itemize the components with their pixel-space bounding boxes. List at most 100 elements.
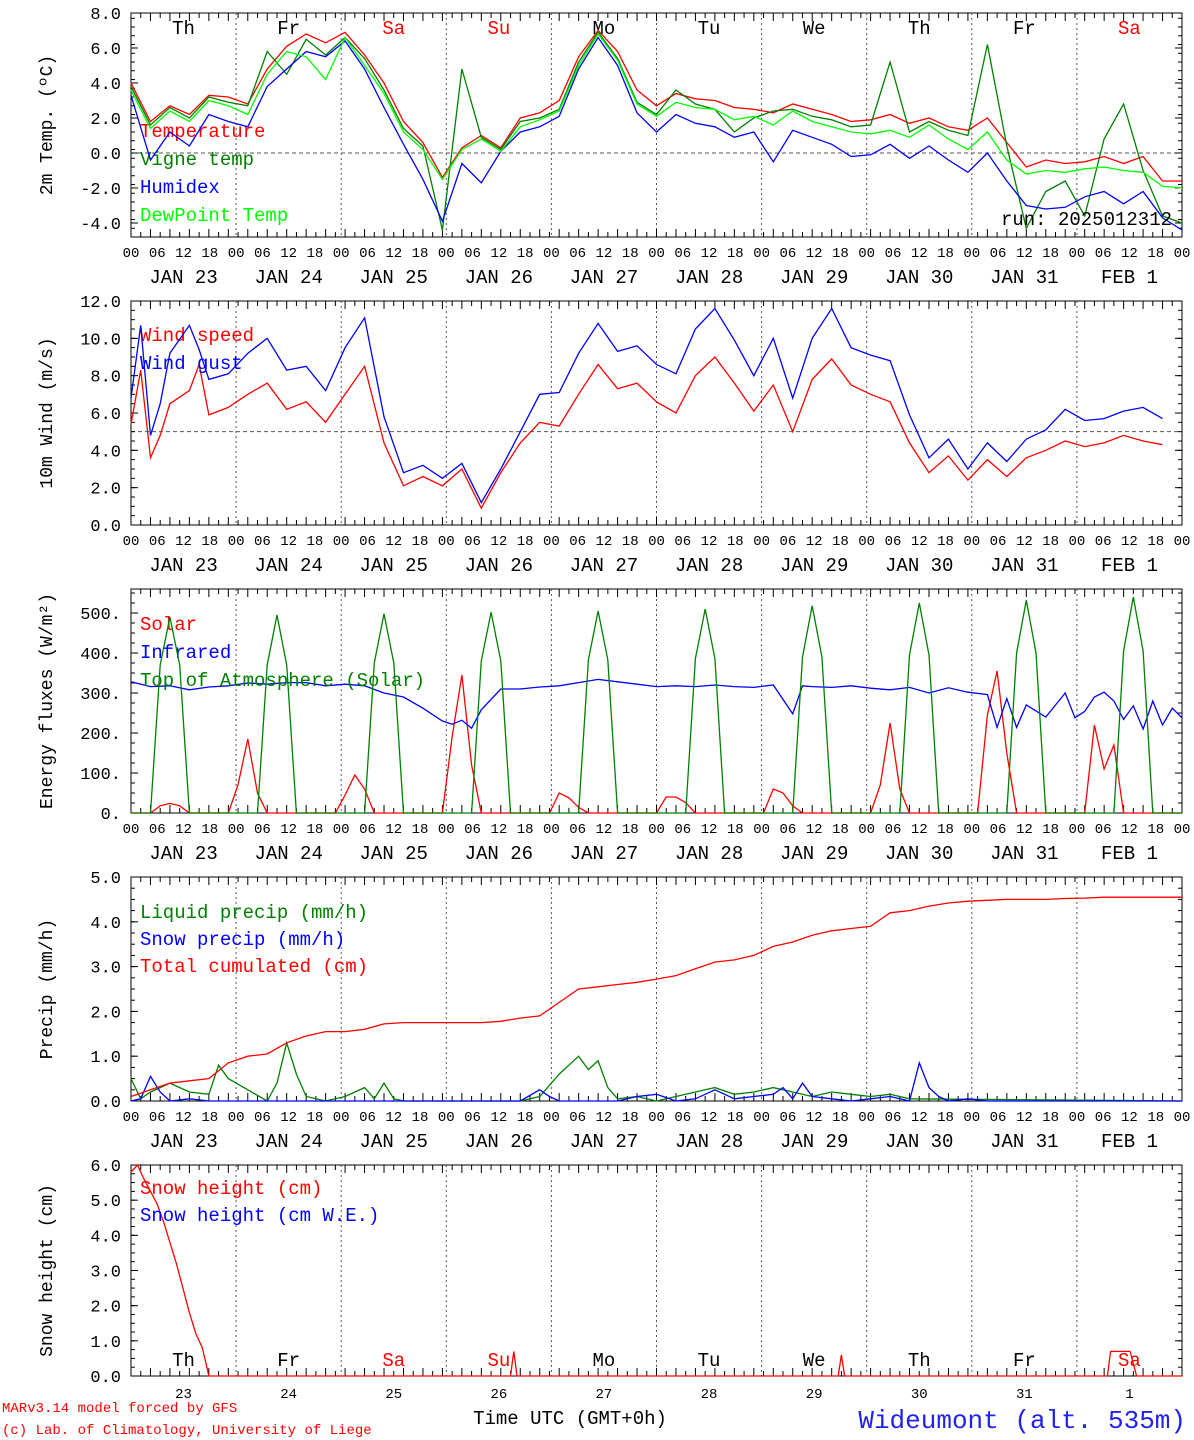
x-tick-label: 06: [990, 1110, 1007, 1126]
x-tick-label: 12: [911, 1110, 928, 1126]
x-tick-label: 00: [333, 246, 350, 262]
y-tick-label: 1.0: [90, 1049, 121, 1068]
x-tick-label: 18: [727, 1110, 744, 1126]
x-tick-label: 06: [569, 822, 586, 838]
x-tick-label: 06: [779, 246, 796, 262]
date-label: JAN 23: [149, 555, 217, 577]
x-tick-label: 18: [727, 246, 744, 262]
y-tick-label: 0.: [101, 806, 121, 825]
day-number-label: 31: [1016, 1387, 1033, 1403]
x-tick-label: 00: [438, 822, 455, 838]
legend-entry: Top of Atmosphere (Solar): [140, 670, 425, 692]
x-tick-label: 00: [1174, 246, 1191, 262]
series-line-wind-gust: [130, 307, 1163, 504]
legend-entry: Snow height (cm W.E.): [140, 1205, 379, 1227]
weekday-label: Th: [172, 18, 195, 40]
x-tick-label: 12: [175, 534, 192, 550]
date-label: JAN 28: [675, 555, 743, 577]
x-tick-label: 00: [963, 822, 980, 838]
x-tick-label: 06: [674, 1110, 691, 1126]
panel-precip: 5.0 4.0 3.0 2.0 1.0 0.0 Precip (mm/h) Liquid pr…: [38, 870, 1191, 1153]
x-axis-label: Time UTC (GMT+0h): [473, 1408, 667, 1430]
date-label: JAN 26: [465, 267, 533, 289]
x-tick-label: 12: [1121, 1110, 1138, 1126]
x-tick-label: 12: [280, 246, 297, 262]
x-tick-label: 06: [885, 1110, 902, 1126]
weekday-label: Fr: [277, 18, 300, 40]
weekday-label: We: [803, 1350, 826, 1372]
panel-temp: 8.0 6.0 4.0 2.0 0.0 -2.0 -4.0 2m Temp. (ºC) Temp…: [38, 6, 1191, 289]
x-tick-label: 18: [1147, 1110, 1164, 1126]
x-tick-label: 18: [1147, 534, 1164, 550]
x-tick-label: 06: [254, 822, 271, 838]
day-number-label: 24: [280, 1387, 297, 1403]
x-tick-label: 00: [543, 1110, 560, 1126]
day-number-label: 1: [1125, 1387, 1133, 1403]
y-axis-label: Energy fluxes (W/m²): [38, 593, 58, 809]
y-tick-label: 12.0: [80, 294, 121, 313]
date-label: JAN 28: [675, 267, 743, 289]
x-tick-label: 00: [228, 822, 245, 838]
x-tick-label: 12: [701, 1110, 718, 1126]
x-tick-label: 18: [307, 534, 324, 550]
date-label: JAN 27: [570, 1131, 638, 1153]
x-tick-label: 12: [596, 534, 613, 550]
x-tick-label: 00: [228, 246, 245, 262]
x-tick-label: 06: [254, 534, 271, 550]
x-tick-label: 12: [701, 246, 718, 262]
y-tick-label: 4.0: [90, 76, 121, 95]
y-tick-label: 10.0: [80, 331, 121, 350]
x-tick-label: 00: [438, 1110, 455, 1126]
date-label: JAN 26: [465, 1131, 533, 1153]
panel-snow: 6.0 5.0 4.0 3.0 2.0 1.0 0.0 Snow height (cm) Sno…: [38, 1158, 1183, 1430]
date-label: JAN 23: [149, 843, 217, 865]
series-line-snow-precip-mm-h-: [130, 1060, 1182, 1102]
weekday-label: Mo: [593, 18, 616, 40]
x-tick-label: 00: [1174, 822, 1191, 838]
x-tick-label: 00: [543, 246, 560, 262]
x-tick-label: 06: [674, 246, 691, 262]
x-tick-label: 06: [464, 1110, 481, 1126]
x-tick-label: 00: [648, 1110, 665, 1126]
x-tick-label: 06: [149, 246, 166, 262]
x-tick-label: 18: [832, 534, 849, 550]
date-label: JAN 24: [254, 1131, 322, 1153]
x-tick-label: 00: [858, 534, 875, 550]
x-tick-label: 00: [333, 822, 350, 838]
x-tick-label: 06: [674, 534, 691, 550]
x-tick-label: 00: [858, 1110, 875, 1126]
y-tick-label: -2.0: [80, 181, 121, 200]
weekday-label: Sa: [382, 18, 405, 40]
x-tick-label: 18: [937, 534, 954, 550]
x-tick-label: 18: [1042, 534, 1059, 550]
x-tick-label: 00: [438, 246, 455, 262]
x-tick-label: 12: [806, 246, 823, 262]
legend-entry: Total cumulated (cm): [140, 956, 368, 978]
x-tick-label: 12: [806, 822, 823, 838]
date-label: JAN 30: [885, 555, 953, 577]
x-tick-label: 12: [1016, 534, 1033, 550]
series-line-wind-speed: [130, 356, 1163, 510]
day-number-label: 29: [806, 1387, 823, 1403]
date-label: JAN 25: [360, 843, 428, 865]
footer-credit: (c) Lab. of Climatology, University of L…: [2, 1423, 372, 1439]
legend-entry: Wind speed: [140, 325, 254, 347]
x-tick-label: 06: [885, 822, 902, 838]
y-tick-label: 4.0: [90, 915, 121, 934]
x-tick-label: 06: [674, 822, 691, 838]
legend-entry: Humidex: [140, 177, 220, 199]
x-tick-label: 06: [359, 822, 376, 838]
date-label: JAN 25: [360, 267, 428, 289]
x-tick-label: 12: [490, 822, 507, 838]
x-tick-label: 18: [1147, 246, 1164, 262]
y-tick-label: 6.0: [90, 406, 121, 425]
legend-entry: DewPoint Temp: [140, 205, 288, 227]
x-tick-label: 06: [149, 822, 166, 838]
date-label: JAN 29: [780, 843, 848, 865]
day-number-label: 28: [701, 1387, 718, 1403]
x-tick-label: 00: [1174, 1110, 1191, 1126]
panel-wind: 12.0 10.0 8.0 6.0 4.0 2.0 0.0 10m Wind (m/s) Win…: [38, 294, 1190, 577]
x-tick-label: 18: [517, 246, 534, 262]
x-tick-label: 06: [1095, 1110, 1112, 1126]
weekday-label: Sa: [382, 1350, 405, 1372]
